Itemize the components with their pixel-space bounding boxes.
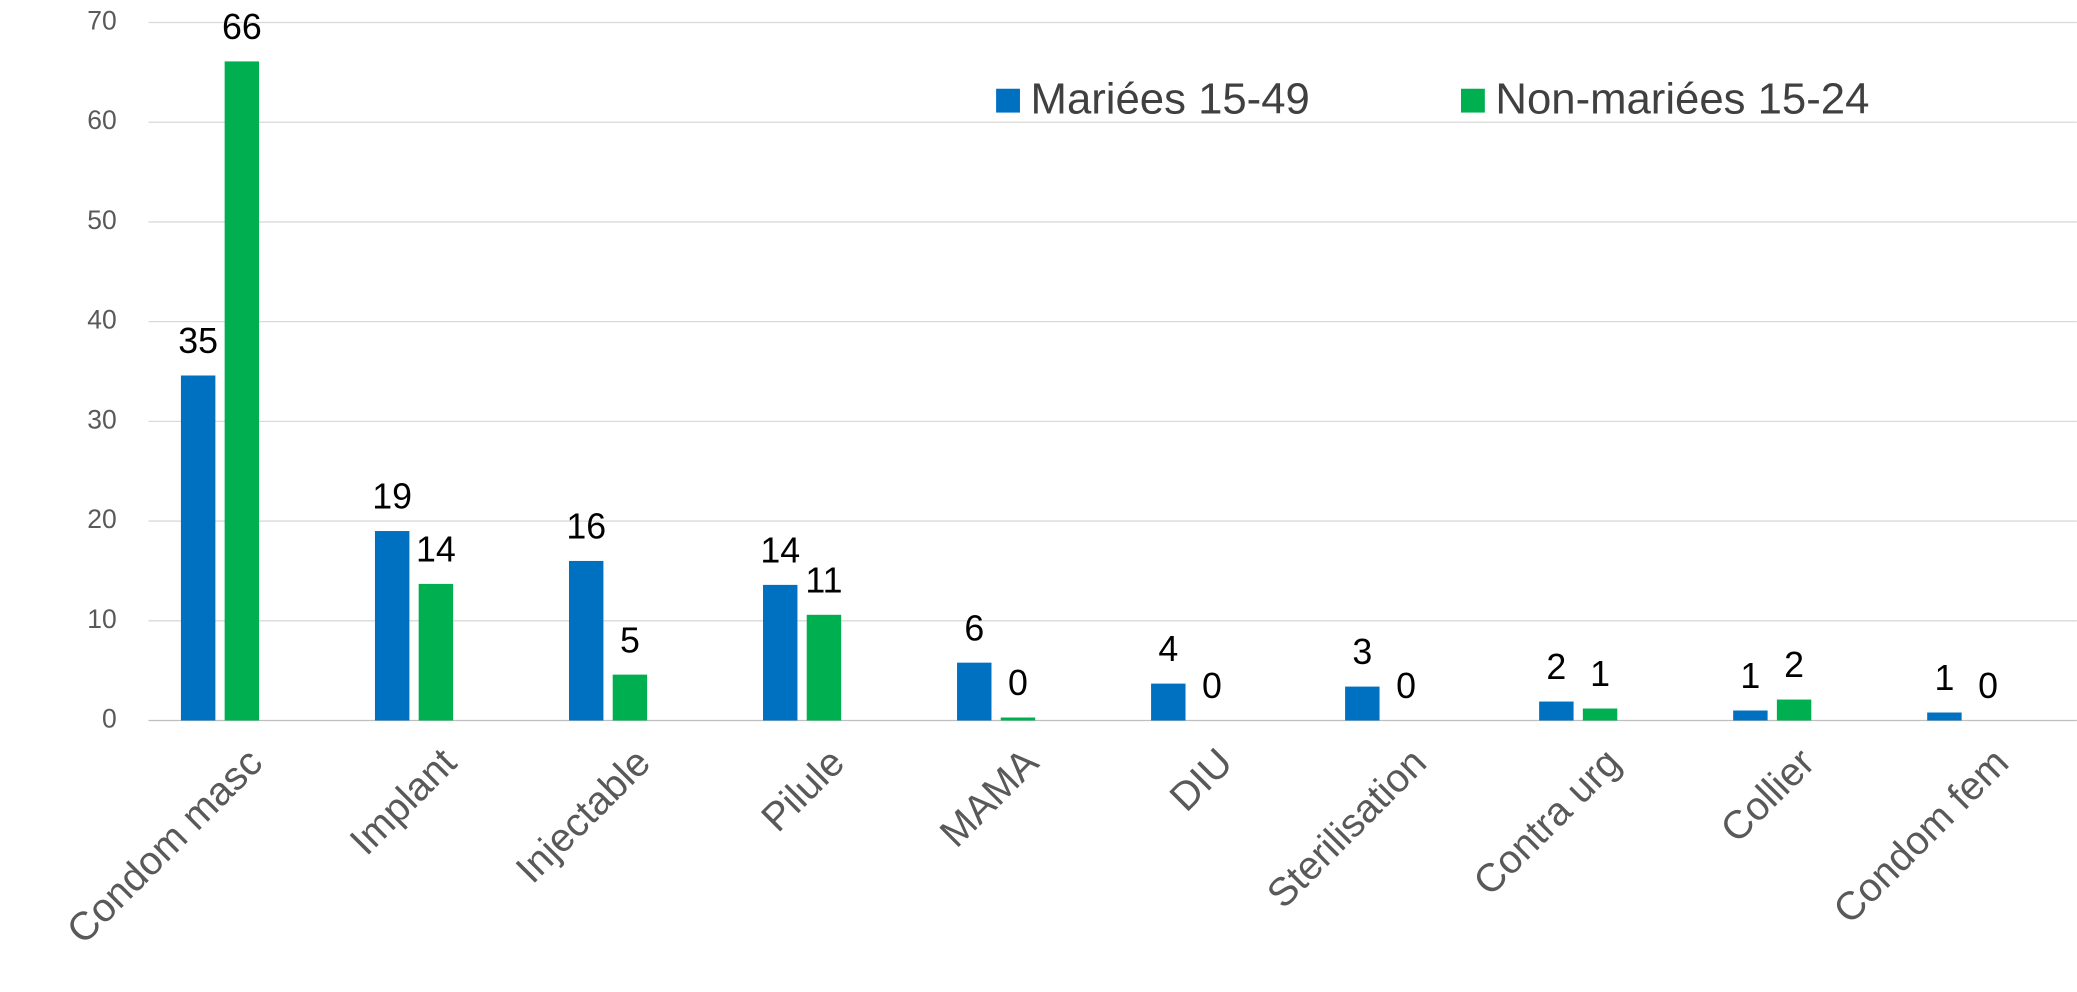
data-label: 2 (1784, 645, 1804, 685)
x-tick-label: DIU (1162, 740, 1241, 819)
data-label: 35 (178, 321, 218, 361)
legend-swatch (1460, 88, 1485, 113)
data-label: 0 (1202, 666, 1222, 706)
bar (1776, 699, 1812, 721)
data-label: 11 (805, 560, 842, 600)
bar (1539, 701, 1574, 721)
legend-swatch (996, 88, 1020, 113)
data-label: 6 (964, 608, 984, 648)
x-tick-label: MAMA (932, 740, 1048, 856)
bar (612, 674, 648, 721)
x-tick-label: Pilule (753, 740, 853, 840)
x-tick-label: Implant (342, 740, 465, 863)
bar (806, 614, 842, 721)
data-label: 16 (566, 507, 606, 547)
data-label: 14 (416, 530, 456, 570)
data-label: 0 (1396, 666, 1416, 706)
y-tick-label: 20 (87, 504, 116, 534)
bar (180, 375, 216, 721)
y-tick-label: 40 (87, 305, 116, 335)
bar (1151, 683, 1186, 721)
data-label: 2 (1546, 647, 1566, 687)
bar (1733, 710, 1768, 721)
bar (568, 560, 604, 721)
data-label: 1 (1740, 656, 1760, 696)
y-tick-label: 10 (87, 604, 116, 634)
data-label: 3 (1352, 632, 1372, 672)
legend-label: Non-mariées 15-24 (1495, 75, 1869, 124)
data-label: 5 (620, 620, 640, 660)
x-tick-label: Condom fem (1825, 740, 2017, 932)
bar (374, 531, 410, 721)
bar (957, 662, 992, 721)
data-label: 4 (1158, 629, 1178, 669)
y-tick-label: 70 (87, 6, 116, 36)
x-tick-label: Contra urg (1465, 740, 1629, 904)
y-tick-label: 60 (87, 105, 116, 135)
bar (418, 583, 454, 721)
y-tick-label: 0 (102, 703, 117, 733)
data-label: 66 (222, 7, 262, 47)
data-label: 1 (1590, 654, 1610, 694)
data-label: 1 (1934, 658, 1954, 698)
y-tick-label: 30 (87, 404, 116, 434)
bar (763, 584, 798, 721)
data-label: 14 (760, 531, 800, 571)
x-tick-label: Collier (1712, 740, 1823, 851)
x-tick-label: Condom masc (59, 740, 271, 952)
bar (1582, 708, 1618, 721)
bar (1345, 686, 1380, 721)
y-tick-label: 50 (87, 205, 116, 235)
x-tick-label: Sterilisation (1259, 740, 1435, 916)
bar (1000, 717, 1036, 721)
data-label: 0 (1008, 663, 1028, 703)
data-label: 19 (372, 477, 412, 517)
bar (1927, 712, 1962, 721)
x-tick-label: Injectable (508, 740, 659, 891)
bar (224, 61, 260, 721)
legend-label: Mariées 15-49 (1031, 75, 1310, 124)
data-label: 0 (1978, 666, 1998, 706)
